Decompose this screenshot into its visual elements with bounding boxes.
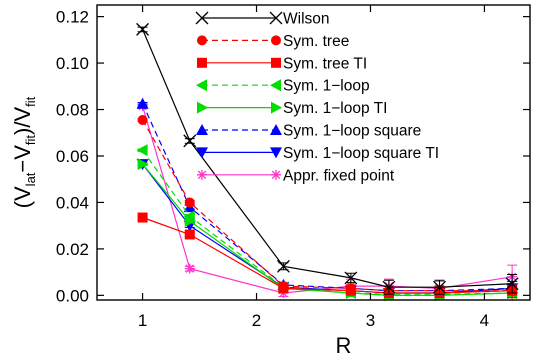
plot-area [136, 22, 519, 302]
series-line [142, 216, 513, 294]
data-point [183, 210, 195, 223]
legend-marker [270, 124, 282, 135]
axes: 0.00 0.02 0.04 0.06 0.08 0.10 0.12 1 2 3 4 R (Vlat−V… [10, 4, 531, 358]
data-point [184, 197, 195, 208]
data-point [278, 281, 289, 292]
data-point [136, 97, 149, 109]
legend-label: Wilson [283, 11, 330, 28]
y-tick-label: 0.00 [56, 286, 89, 305]
legend-item-7: Appr. fixed point [197, 167, 395, 184]
data-point [382, 280, 396, 294]
legend-item-4: Sym. 1−loop TI [197, 100, 387, 117]
series-1 [137, 114, 518, 299]
legend-marker [270, 147, 282, 159]
y-tick-label: 0.12 [56, 8, 89, 27]
legend-item-6: Sym. 1−loop square TI [196, 145, 439, 162]
legend-marker [196, 147, 208, 159]
data-point [276, 259, 290, 273]
y-axis-title: (Vlat−Vfit)/Vfit [10, 96, 38, 208]
data-point [136, 144, 148, 157]
x-axis-title: R [336, 333, 352, 358]
data-point [505, 277, 519, 291]
legend-marker [270, 79, 281, 92]
legend-marker [196, 124, 208, 135]
legend-item-2: Sym. tree TI [197, 55, 367, 72]
legend-item-1: Sym. tree [197, 33, 349, 50]
legend-marker [269, 11, 283, 25]
data-point [433, 280, 446, 294]
y-tick-label: 0.10 [56, 54, 89, 73]
legend-label: Sym. 1−loop square TI [283, 145, 439, 162]
legend-marker [271, 35, 281, 46]
legend-marker [271, 169, 281, 180]
legend-marker [197, 35, 207, 46]
legend: Wilson Sym. tree Sym. tree TI Sym. 1−loop Sy… [195, 11, 439, 184]
data-point [136, 22, 150, 36]
legend-item-5: Sym. 1−loop square [196, 123, 421, 140]
plot-frame [96, 4, 531, 301]
legend-item-0: Wilson [195, 11, 330, 28]
data-point [183, 134, 197, 148]
data-point [184, 229, 195, 240]
data-point [184, 263, 195, 274]
series-0 [136, 22, 519, 295]
data-point [137, 158, 149, 171]
data-point [137, 212, 148, 223]
legend-marker [197, 101, 208, 114]
x-tick-label: 1 [138, 311, 147, 330]
legend-label: Sym. 1−loop [283, 78, 370, 95]
legend-marker [271, 101, 282, 114]
legend-item-3: Sym. 1−loop [196, 78, 370, 95]
x-tick-label: 3 [366, 311, 375, 330]
legend-marker [196, 79, 207, 92]
legend-marker [271, 57, 281, 68]
legend-label: Sym. tree TI [283, 55, 367, 72]
data-point [137, 114, 148, 125]
data-point [344, 271, 358, 285]
legend-marker [195, 11, 209, 25]
x-tick-label: 4 [480, 311, 489, 330]
x-tick-label: 2 [252, 311, 261, 330]
data-point [345, 283, 356, 294]
legend-label: Appr. fixed point [283, 167, 395, 184]
y-tick-label: 0.04 [56, 193, 89, 212]
y-tick-label: 0.06 [56, 147, 89, 166]
legend-marker [197, 169, 207, 180]
legend-marker [197, 57, 207, 68]
legend-label: Sym. tree [283, 33, 349, 50]
y-tick-label: 0.02 [56, 240, 89, 259]
legend-label: Sym. 1−loop TI [283, 100, 387, 117]
legend-label: Sym. 1−loop square [283, 123, 421, 140]
y-tick-label: 0.08 [56, 101, 89, 120]
